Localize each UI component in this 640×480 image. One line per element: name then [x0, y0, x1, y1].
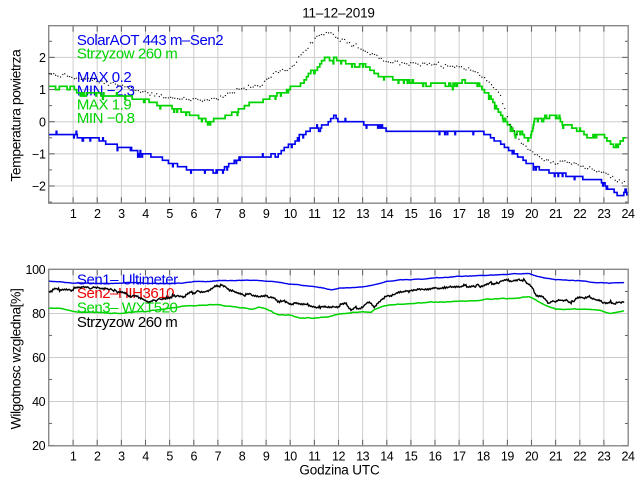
svg-text:2: 2: [39, 51, 46, 65]
svg-text:11: 11: [308, 207, 321, 221]
svg-text:15: 15: [404, 450, 418, 464]
svg-text:4: 4: [142, 207, 149, 221]
svg-text:21: 21: [549, 450, 563, 464]
svg-text:100: 100: [26, 263, 46, 277]
svg-text:40: 40: [32, 395, 46, 409]
svg-text:MIN −0.8: MIN −0.8: [77, 110, 135, 127]
svg-text:SolarAOT 443 m–Sen2: SolarAOT 443 m–Sen2: [77, 32, 223, 49]
svg-text:8: 8: [239, 450, 246, 464]
svg-text:11: 11: [308, 450, 321, 464]
svg-text:24: 24: [621, 450, 635, 464]
svg-text:16: 16: [428, 450, 442, 464]
svg-text:1: 1: [39, 83, 46, 97]
svg-text:13: 13: [356, 450, 370, 464]
svg-text:9: 9: [263, 207, 270, 221]
svg-text:18: 18: [477, 207, 491, 221]
svg-text:20: 20: [525, 207, 539, 221]
svg-text:20: 20: [32, 439, 46, 453]
svg-text:22: 22: [573, 450, 587, 464]
svg-text:7: 7: [215, 207, 222, 221]
svg-text:MAX 1.9: MAX 1.9: [77, 96, 131, 113]
svg-text:10: 10: [284, 450, 298, 464]
svg-text:20: 20: [525, 450, 539, 464]
svg-text:Strzyzow 260 m: Strzyzow 260 m: [77, 46, 177, 63]
svg-text:Sen1– Ultimeter: Sen1– Ultimeter: [77, 272, 178, 289]
svg-text:21: 21: [549, 207, 563, 221]
svg-text:19: 19: [501, 450, 515, 464]
svg-text:19: 19: [501, 207, 515, 221]
svg-text:−1: −1: [32, 147, 46, 161]
svg-text:1: 1: [70, 207, 77, 221]
svg-text:12: 12: [332, 450, 346, 464]
svg-text:16: 16: [428, 207, 442, 221]
svg-text:3: 3: [118, 450, 125, 464]
svg-text:12: 12: [332, 207, 346, 221]
svg-text:3: 3: [118, 207, 125, 221]
svg-text:10: 10: [284, 207, 298, 221]
svg-text:7: 7: [215, 450, 222, 464]
svg-text:23: 23: [597, 207, 611, 221]
svg-text:17: 17: [453, 207, 467, 221]
svg-text:1: 1: [70, 450, 77, 464]
svg-text:6: 6: [190, 450, 197, 464]
svg-text:15: 15: [404, 207, 418, 221]
svg-text:14: 14: [380, 207, 394, 221]
svg-text:60: 60: [32, 351, 46, 365]
svg-text:2: 2: [94, 450, 101, 464]
svg-text:5: 5: [166, 207, 173, 221]
svg-text:6: 6: [190, 207, 197, 221]
svg-text:0: 0: [39, 115, 46, 129]
svg-text:Godzina UTC: Godzina UTC: [299, 463, 380, 478]
svg-text:14: 14: [380, 450, 394, 464]
svg-text:22: 22: [573, 207, 587, 221]
svg-text:13: 13: [356, 207, 370, 221]
svg-text:18: 18: [477, 450, 491, 464]
svg-text:4: 4: [142, 450, 149, 464]
svg-text:17: 17: [453, 450, 467, 464]
svg-text:Strzyzow 260 m: Strzyzow 260 m: [77, 314, 177, 331]
svg-text:80: 80: [32, 307, 46, 321]
svg-text:9: 9: [263, 450, 270, 464]
svg-text:−2: −2: [32, 180, 46, 194]
svg-text:Temperatura powietrza: Temperatura powietrza: [8, 49, 24, 182]
svg-text:Wilgotnosc wzgledna[%]: Wilgotnosc wzgledna[%]: [7, 289, 23, 430]
svg-text:8: 8: [239, 207, 246, 221]
svg-text:24: 24: [621, 207, 635, 221]
svg-text:5: 5: [166, 450, 173, 464]
svg-text:23: 23: [597, 450, 611, 464]
svg-text:MAX 0.2: MAX 0.2: [77, 69, 131, 86]
svg-text:2: 2: [94, 207, 101, 221]
svg-text:11–12–2019: 11–12–2019: [302, 6, 375, 21]
